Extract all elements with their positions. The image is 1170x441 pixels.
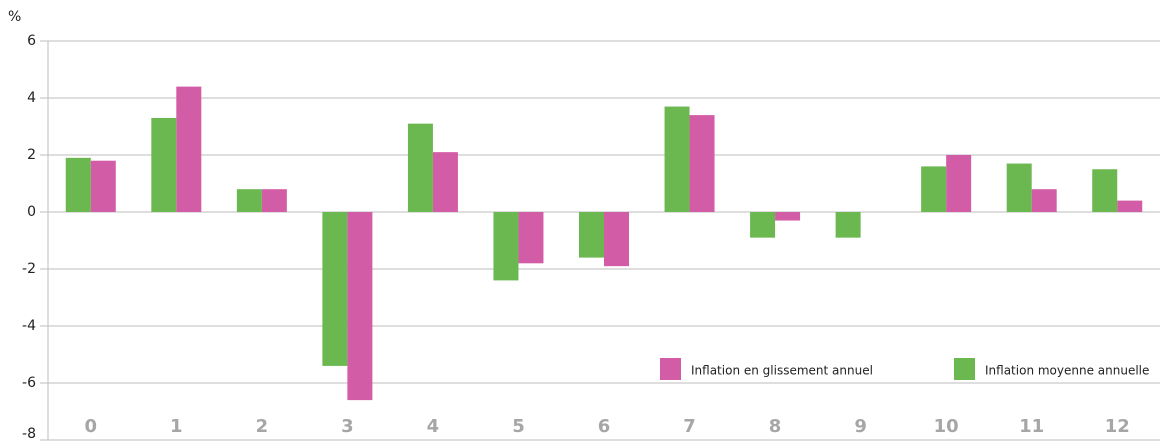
x-tick-label: 8: [769, 416, 782, 437]
x-tick-label: 7: [683, 416, 696, 437]
bar: [835, 212, 861, 238]
y-tick-label: 4: [27, 90, 36, 106]
x-tick-label: 1: [170, 416, 183, 437]
y-tick-label: 6: [27, 33, 36, 49]
bar: [347, 212, 373, 401]
legend-swatch: [954, 358, 975, 380]
x-tick-label: 6: [598, 416, 611, 437]
bar: [946, 155, 972, 212]
legend-swatch: [660, 358, 681, 380]
bar: [775, 212, 801, 221]
x-tick-label: 0: [85, 416, 98, 437]
bar: [493, 212, 519, 281]
legend-label: Inflation moyenne annuelle: [985, 364, 1149, 378]
bar: [1092, 169, 1118, 212]
bar: [664, 106, 690, 212]
bar: [176, 86, 202, 212]
bar: [604, 212, 629, 267]
bar: [1117, 200, 1143, 212]
bar: [1031, 189, 1057, 212]
bar: [322, 212, 348, 366]
bar: [151, 117, 177, 212]
x-tick-label: 5: [512, 416, 525, 437]
bar: [407, 123, 433, 212]
bar: [518, 212, 544, 264]
bar: [90, 160, 116, 212]
bar: [1006, 163, 1032, 212]
y-tick-label: -4: [22, 318, 36, 334]
bar: [750, 212, 776, 238]
x-tick-label: 11: [1019, 416, 1044, 437]
x-tick-label: 10: [934, 416, 959, 437]
x-tick-label: 12: [1105, 416, 1130, 437]
bar: [432, 152, 458, 212]
y-tick-label: -6: [22, 375, 36, 391]
bar: [579, 212, 604, 258]
bar: [65, 157, 91, 212]
bar: [689, 115, 715, 212]
x-tick-label: 3: [341, 416, 354, 437]
y-tick-label: -8: [22, 426, 36, 441]
y-tick-label: 2: [27, 147, 36, 163]
y-axis-unit: %: [8, 9, 21, 25]
bar: [261, 189, 287, 212]
bar: [236, 189, 262, 212]
x-tick-label: 4: [427, 416, 440, 437]
x-tick-label: 9: [854, 416, 867, 437]
bar: [921, 166, 947, 212]
y-tick-label: -2: [22, 261, 36, 277]
x-tick-label: 2: [256, 416, 269, 437]
y-tick-label: 0: [27, 204, 36, 220]
legend-label: Inflation en glissement annuel: [691, 364, 873, 378]
